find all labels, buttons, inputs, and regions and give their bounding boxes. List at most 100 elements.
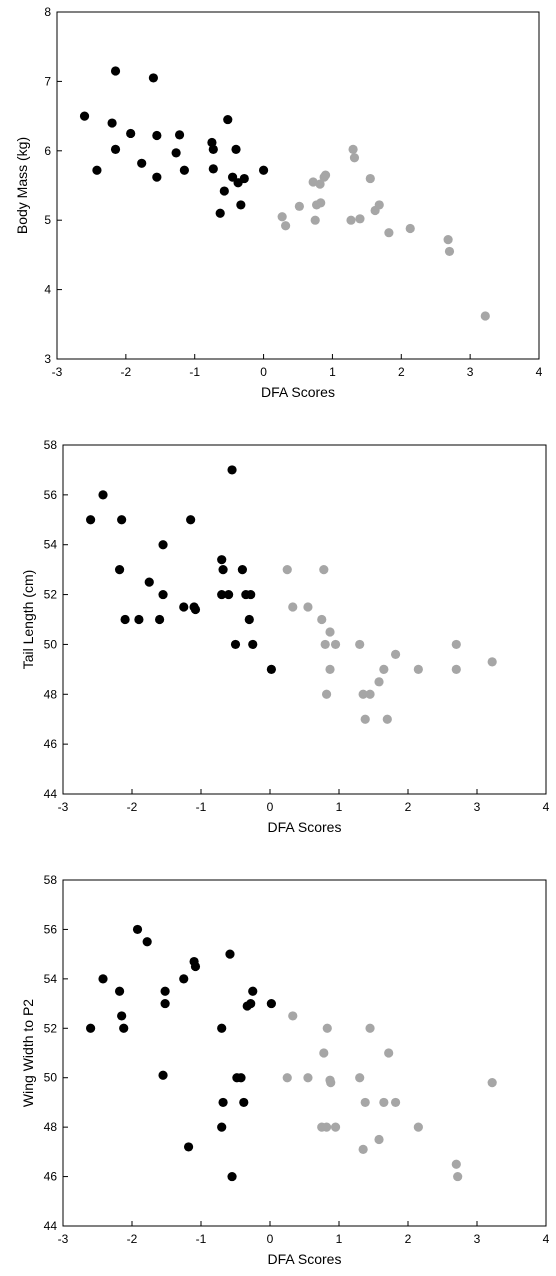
tail-length-point-gray xyxy=(379,664,389,674)
wing-width-point-gray xyxy=(453,1171,463,1182)
wing-width-point-gray xyxy=(303,1073,313,1083)
wing-width-point-black xyxy=(132,924,143,935)
body-mass-x-tick-label: 4 xyxy=(536,365,543,379)
wing-width-y-tick-label: 56 xyxy=(44,922,58,936)
tail-length-point-black xyxy=(134,614,144,625)
wing-width-point-gray xyxy=(374,1134,384,1145)
body-mass-point-black xyxy=(107,118,117,128)
tail-length-point-black xyxy=(158,589,168,600)
tail-length-y-tick-label: 58 xyxy=(44,438,58,452)
body-mass-point-black xyxy=(207,137,217,148)
tail-length-point-black xyxy=(179,602,189,612)
tail-length-point-black xyxy=(266,664,276,674)
tail-length-point-black xyxy=(248,639,258,650)
wing-width-x-tick-label: -1 xyxy=(196,1232,207,1246)
wing-width-point-black xyxy=(217,1122,227,1132)
wing-width-point-black xyxy=(246,998,256,1009)
wing-width-point-black xyxy=(117,1011,127,1021)
wing-width-y-tick-label: 46 xyxy=(44,1170,58,1184)
tail-length-point-black xyxy=(244,614,254,625)
wing-width-x-tick-label: 0 xyxy=(267,1232,274,1246)
wing-width-x-tick-label: 2 xyxy=(405,1232,412,1246)
body-mass-point-gray xyxy=(443,235,453,245)
body-mass-point-black xyxy=(152,130,162,141)
body-mass-point-gray xyxy=(281,221,291,231)
wing-width-point-black xyxy=(239,1097,249,1108)
body-mass-x-tick-label: 3 xyxy=(467,365,474,379)
tail-length-point-gray xyxy=(317,614,327,625)
tail-length-y-tick-label: 50 xyxy=(44,637,58,651)
wing-width-y-tick-label: 50 xyxy=(44,1071,58,1085)
body-mass-point-black xyxy=(126,128,136,139)
wing-width-point-black xyxy=(86,1023,96,1033)
tail-length-point-gray xyxy=(303,602,313,612)
body-mass-point-black xyxy=(148,73,158,83)
wing-width-point-black xyxy=(160,986,170,996)
wing-width-point-gray xyxy=(282,1073,292,1083)
tail-length-point-gray xyxy=(487,657,497,667)
tail-length-point-black xyxy=(246,589,256,600)
wing-width-point-black xyxy=(225,949,235,959)
body-mass-x-tick-label: 2 xyxy=(398,365,405,379)
wing-width-y-tick-label: 44 xyxy=(44,1219,58,1233)
tail-length-point-gray xyxy=(374,677,384,687)
body-mass-point-black xyxy=(208,144,218,155)
wing-width-point-black xyxy=(217,1023,227,1033)
tail-length-x-tick-label: 2 xyxy=(405,800,412,814)
wing-width-point-black xyxy=(158,1070,168,1080)
body-mass-point-gray xyxy=(348,144,358,155)
body-mass-x-tick-label: 0 xyxy=(260,365,267,379)
tail-length-point-black xyxy=(158,540,168,550)
wing-width-point-gray xyxy=(321,1122,332,1132)
tail-length-point-gray xyxy=(365,689,375,699)
wing-width-point-gray xyxy=(326,1078,336,1088)
wing-width-point-gray xyxy=(413,1122,423,1132)
body-mass-point-black xyxy=(171,148,181,158)
body-mass-point-gray xyxy=(294,201,304,211)
tail-length-point-black xyxy=(120,614,130,625)
tail-length-point-black xyxy=(86,515,96,525)
tail-length-point-black xyxy=(98,490,108,500)
wing-width-x-tick-label: 4 xyxy=(543,1232,550,1246)
body-mass-point-black xyxy=(179,165,189,175)
body-mass-point-gray xyxy=(316,198,326,208)
body-mass-point-black xyxy=(239,173,249,184)
body-mass-point-black xyxy=(92,165,102,175)
body-mass-point-gray xyxy=(277,212,287,222)
tail-length-point-gray xyxy=(330,639,341,650)
tail-length-x-axis-title: DFA Scores xyxy=(268,819,342,835)
body-mass-point-black xyxy=(219,186,229,196)
wing-width-point-gray xyxy=(322,1023,332,1033)
tail-length-point-black xyxy=(144,577,154,587)
wing-width-point-black xyxy=(190,961,201,972)
body-mass-y-tick-label: 7 xyxy=(44,74,51,88)
tail-length-point-black xyxy=(155,614,165,625)
body-mass-y-tick-label: 6 xyxy=(44,144,51,158)
body-mass-point-black xyxy=(208,164,218,174)
tail-length-y-tick-label: 44 xyxy=(44,787,58,801)
wing-width-x-tick-label: 1 xyxy=(336,1232,343,1246)
body-mass-point-black xyxy=(236,200,246,210)
body-mass-point-black xyxy=(79,111,90,121)
wing-width-point-black xyxy=(218,1097,228,1108)
wing-width-point-gray xyxy=(319,1048,329,1058)
body-mass-point-gray xyxy=(349,153,360,163)
tail-length-point-gray xyxy=(325,627,335,637)
tail-length-plot-frame xyxy=(62,444,547,795)
body-mass-x-tick-label: 1 xyxy=(329,365,336,379)
body-mass-point-black xyxy=(110,144,121,155)
body-mass-x-tick-label: -2 xyxy=(121,365,132,379)
body-mass-point-gray xyxy=(315,179,325,189)
body-mass-point-black xyxy=(152,172,162,182)
tail-length-y-tick-label: 52 xyxy=(44,588,58,602)
body-mass-plot-frame xyxy=(56,11,540,360)
wing-width-point-gray xyxy=(487,1078,497,1088)
wing-width-y-tick-label: 54 xyxy=(44,972,58,986)
tail-length-point-gray xyxy=(288,602,298,612)
wing-width-point-gray xyxy=(358,1144,368,1154)
tail-length-y-tick-label: 46 xyxy=(44,737,58,751)
tail-length-x-tick-label: -3 xyxy=(58,800,69,814)
wing-width-point-black xyxy=(142,937,152,947)
tail-length-point-gray xyxy=(360,714,370,724)
